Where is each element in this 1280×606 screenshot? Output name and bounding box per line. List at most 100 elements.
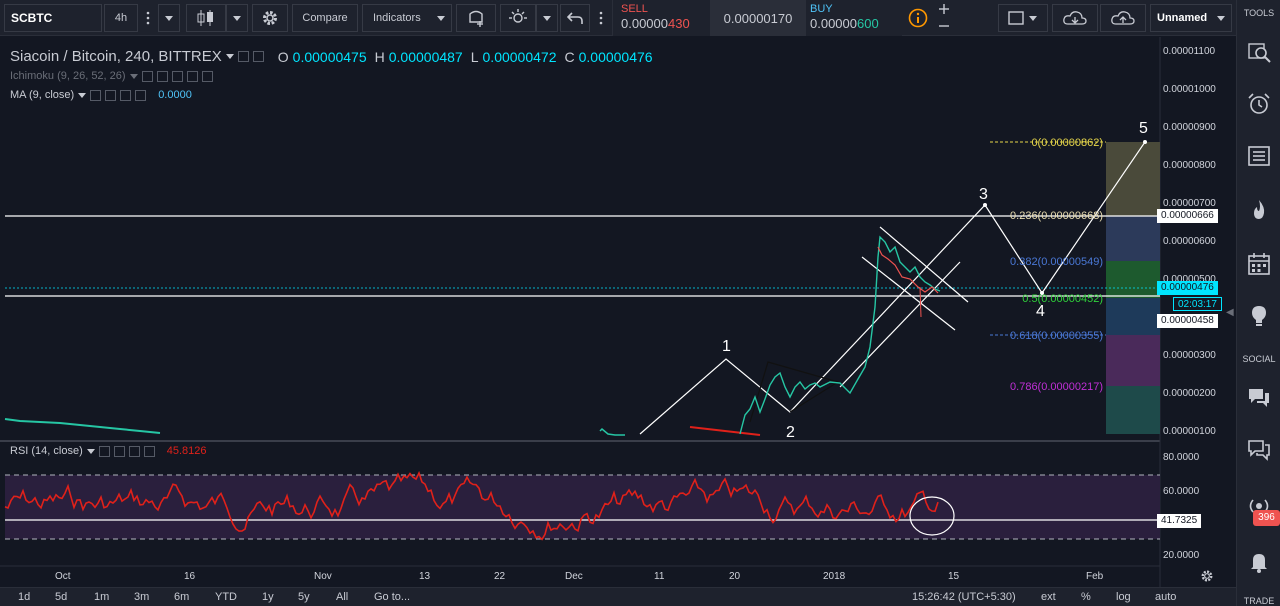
ichimoku-more-icon[interactable]: [186, 70, 198, 82]
range-3m[interactable]: 3m: [134, 591, 150, 603]
wave-point-3: [983, 203, 987, 207]
cloud-download-icon[interactable]: [1052, 4, 1098, 32]
indicators-button[interactable]: Indicators: [362, 4, 452, 32]
spread-value: 0.00000170: [710, 0, 806, 36]
layout-name: Unnamed: [1157, 12, 1208, 24]
range-1d[interactable]: 1d: [18, 591, 31, 603]
elliott-wave-path: [639, 141, 1146, 435]
wick-long-red: [919, 286, 922, 318]
magnifier-icon[interactable]: [1247, 40, 1271, 64]
time-tick: Feb: [1086, 571, 1104, 582]
tools-label: TOOLS: [1243, 8, 1275, 18]
chart-style-dropdown-icon[interactable]: [226, 4, 248, 32]
info-icon[interactable]: [904, 4, 932, 32]
rsi-more-icon[interactable]: [128, 445, 140, 457]
symbol-input[interactable]: SCBTC: [4, 4, 102, 32]
dec-price-candles: [599, 427, 625, 436]
ma-legend[interactable]: MA (9, close) 0.0000: [10, 89, 192, 101]
ideas-bulb-icon[interactable]: [1247, 304, 1271, 328]
ma-more-icon[interactable]: [120, 89, 132, 101]
fib-zone-236: [1106, 216, 1160, 261]
theme-dropdown-icon[interactable]: [536, 4, 558, 32]
undo-icon[interactable]: [560, 4, 590, 32]
price-tick: 0.00000900: [1163, 122, 1216, 133]
notification-bell-icon[interactable]: [1247, 550, 1271, 574]
fib-label-5: 0.5(0.00000452): [1022, 293, 1103, 305]
alarm-clock-icon[interactable]: [1247, 92, 1271, 116]
rsi-settings-icon[interactable]: [113, 445, 125, 457]
theme-bulb-icon[interactable]: [500, 4, 536, 32]
log-toggle[interactable]: log: [1116, 591, 1131, 603]
range-ytd[interactable]: YTD: [215, 591, 237, 603]
interval-menu-icon[interactable]: [138, 4, 158, 32]
clock-timezone[interactable]: 15:26:42 (UTC+5:30): [912, 591, 1016, 603]
buy-label: BUY: [810, 3, 833, 15]
fib-zone-5: [1106, 298, 1160, 335]
early-price-candles: [4, 418, 161, 434]
range-5d[interactable]: 5d: [55, 591, 68, 603]
undo-menu-icon[interactable]: [592, 4, 610, 32]
rsi-label: RSI (14, close): [10, 445, 83, 457]
range-1m[interactable]: 1m: [94, 591, 110, 603]
red-trendline: [689, 426, 761, 436]
ichimoku-eye-icon[interactable]: [141, 70, 153, 82]
wave-label-5: 5: [1139, 120, 1148, 137]
sell-button[interactable]: SELL 0.00000430: [612, 0, 710, 36]
chat-icon[interactable]: [1247, 386, 1271, 410]
ichimoku-settings-icon[interactable]: [156, 70, 168, 82]
goto-button[interactable]: Go to...: [374, 591, 411, 603]
axis-settings-gear-icon[interactable]: [1200, 569, 1214, 583]
fib-zone-0: [1106, 142, 1160, 216]
interval-dropdown-icon[interactable]: [158, 4, 180, 32]
rsi-eye-icon[interactable]: [98, 445, 110, 457]
social-label: SOCIAL: [1242, 354, 1276, 364]
high-label: H: [374, 48, 385, 65]
legend-hide-icon[interactable]: [252, 51, 264, 62]
rally-price-candles: [739, 235, 941, 435]
calendar-icon[interactable]: [1247, 252, 1271, 276]
ext-toggle[interactable]: ext: [1041, 591, 1056, 603]
range-5y[interactable]: 5y: [298, 591, 310, 603]
rsi-current-tag: 41.7325: [1157, 514, 1202, 528]
price-tick: 0.00000800: [1163, 160, 1216, 171]
cloud-upload-icon[interactable]: [1100, 4, 1146, 32]
rsi-line: [4, 470, 939, 541]
compare-button[interactable]: Compare: [292, 4, 358, 32]
ma-close-icon[interactable]: [135, 89, 147, 101]
range-all[interactable]: All: [336, 591, 349, 603]
buy-button[interactable]: BUY 0.00000600: [806, 0, 902, 36]
ichimoku-legend[interactable]: Ichimoku (9, 26, 52, 26): [10, 70, 213, 82]
settings-gear-icon[interactable]: [252, 4, 288, 32]
rsi-tick: 20.0000: [1163, 550, 1200, 561]
rsi-value: 45.8126: [166, 445, 207, 457]
legend-settings-icon[interactable]: [237, 51, 249, 62]
ma-settings-icon[interactable]: [105, 89, 117, 101]
layout-select-icon[interactable]: [998, 4, 1048, 32]
alert-add-icon[interactable]: [456, 4, 496, 32]
watchlist-icon[interactable]: [1247, 144, 1271, 168]
rsi-legend[interactable]: RSI (14, close) 45.8126: [10, 445, 207, 457]
percent-toggle[interactable]: %: [1081, 591, 1091, 603]
zoom-in-icon[interactable]: [934, 2, 954, 16]
ma-eye-icon[interactable]: [90, 89, 102, 101]
time-tick: 16: [184, 571, 196, 582]
range-1y[interactable]: 1y: [262, 591, 274, 603]
rsi-close-icon[interactable]: [143, 445, 155, 457]
layout-name-button[interactable]: Unnamed: [1150, 4, 1232, 32]
interval-button[interactable]: 4h: [104, 4, 138, 32]
auto-toggle[interactable]: auto: [1155, 591, 1177, 603]
zoom-out-icon[interactable]: [934, 19, 954, 33]
chart-style-candles-icon[interactable]: [186, 4, 226, 32]
time-tick: 2018: [823, 571, 846, 582]
range-6m[interactable]: 6m: [174, 591, 190, 603]
hotlist-flame-icon[interactable]: [1247, 198, 1271, 222]
wave-label-2: 2: [786, 424, 795, 441]
chart-area[interactable]: 1 2 3 4 5 0(0.00000862) 0.236(0.00000668…: [0, 37, 1236, 606]
ichimoku-close-icon[interactable]: [201, 70, 213, 82]
chart-canvas[interactable]: 1 2 3 4 5 0(0.00000862) 0.236(0.00000668…: [0, 37, 1236, 606]
channel-upper-line: [879, 226, 969, 303]
chat-rooms-icon[interactable]: [1247, 438, 1271, 462]
collapse-panel-icon[interactable]: ◀: [1226, 307, 1234, 318]
ichimoku-source-icon[interactable]: [171, 70, 183, 82]
time-tick: Oct: [55, 571, 71, 582]
